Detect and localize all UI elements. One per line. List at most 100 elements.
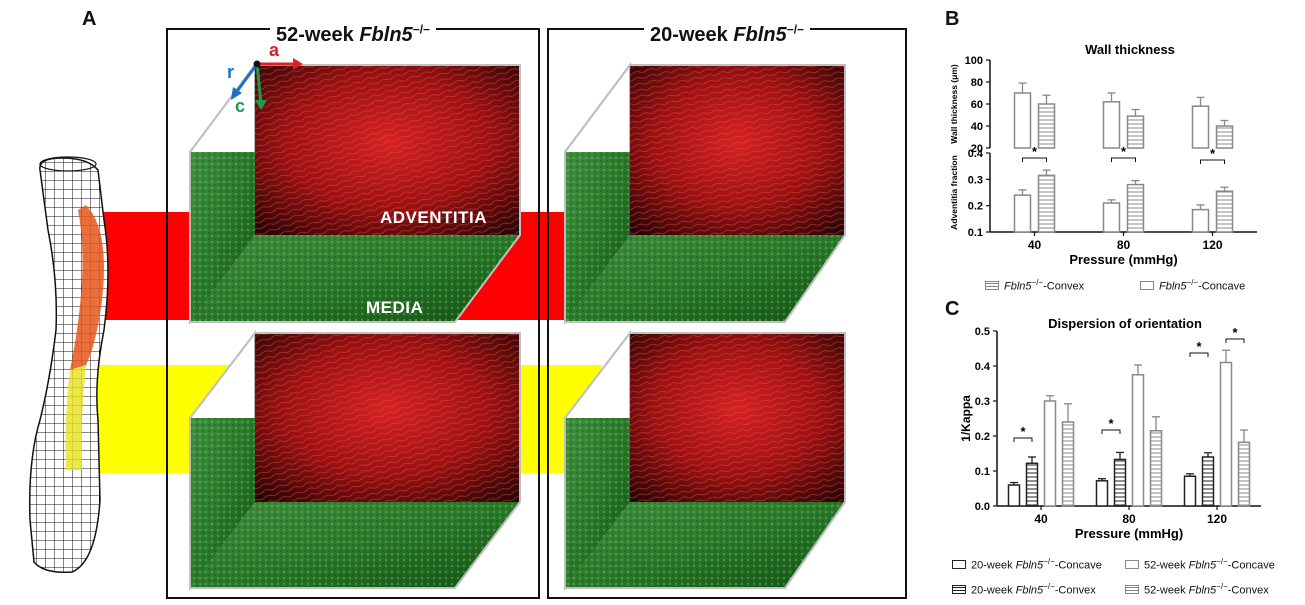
legend-text-sup: −/− [1043, 557, 1055, 566]
y-tick-label: 40 [971, 121, 983, 133]
y-axis-label: 1/Kappa [959, 395, 973, 442]
legend-swatch [952, 559, 966, 569]
legend-text-prefix: 20-week [971, 584, 1016, 597]
bar [1237, 441, 1251, 507]
block-52wk-top [189, 61, 521, 326]
y-tick-label: 0.1 [975, 466, 990, 478]
y-tick-label: 0.3 [975, 396, 990, 408]
bar [1013, 92, 1032, 149]
legend-b-convex: Fbln5−/−-Convex [985, 278, 1084, 293]
x-tick-label: 40 [1034, 512, 1048, 526]
artery-mesh-model [28, 156, 109, 574]
legend-text-gene: Fbln5 [1004, 280, 1032, 293]
y-tick-label: 0.5 [975, 326, 990, 338]
y-axis-label: Wall thickness (μm) [949, 64, 959, 144]
significance-bracket [1189, 352, 1209, 357]
frame-52-week-sup: −/− [412, 22, 431, 36]
bar [1037, 103, 1056, 149]
significance-star: * [1210, 146, 1216, 161]
legend-c-label: 52-week Fbln5−/−-Concave [1144, 557, 1275, 572]
bar [1095, 480, 1109, 507]
legend-text-sup: −/− [1216, 582, 1228, 591]
significance-star: * [1121, 144, 1127, 159]
x-tick-label: 40 [1028, 238, 1042, 252]
legend-swatch [1125, 584, 1139, 594]
legend-c-label: 52-week Fbln5−/−-Convex [1144, 582, 1269, 597]
bar [1113, 458, 1127, 507]
panel-a-letter: A [82, 8, 97, 30]
bar [1215, 190, 1234, 233]
legend-text-suffix: -Concave [1227, 559, 1275, 572]
significance-bracket [1225, 338, 1245, 343]
frame-52-week-prefix: 52-week [275, 23, 360, 46]
significance-bracket [1101, 429, 1121, 434]
y-tick-label: 0.2 [968, 201, 983, 213]
legend-c-20-concave: 20-week Fbln5−/−-Concave [952, 557, 1102, 572]
y-tick-label: 0.1 [968, 227, 983, 239]
block-20wk-bottom [564, 330, 846, 591]
chart-wall-thickness: Wall thickness 20 40 60 80 100 Wall thickness … [949, 42, 1257, 267]
bar [1061, 421, 1075, 507]
legend-text-prefix: 52-week [1144, 584, 1189, 597]
axis-triad: a r c [227, 40, 303, 116]
frame-20-week-title: 20-week Fbln5−/− [643, 22, 811, 46]
legend-text-sup: −/− [1043, 582, 1055, 591]
x-axis-label: Pressure (mmHg) [1075, 526, 1183, 541]
y-tick-label: 100 [965, 55, 983, 67]
legend-b-convex-label: Fbln5−/−-Convex [1004, 278, 1084, 293]
significance-star: * [1232, 325, 1238, 340]
frame-52-week: 52-week Fbln5−/− [166, 22, 540, 599]
bar [1102, 202, 1121, 233]
y-tick-label: 60 [971, 99, 983, 111]
legend-swatch [952, 584, 966, 594]
bar [1191, 208, 1210, 233]
bar [1037, 174, 1056, 233]
bar [1043, 400, 1057, 507]
block-52wk-bottom [189, 330, 521, 591]
significance-star: * [1032, 144, 1038, 159]
legend-text-suffix: -Convex [1227, 584, 1269, 597]
legend-text-sup: −/− [1216, 557, 1228, 566]
legend-text-gene: Fbln5 [1188, 559, 1217, 572]
significance-bracket [1200, 159, 1225, 164]
frame-52-week-gene: Fbln5 [359, 23, 413, 46]
bar [1215, 125, 1234, 149]
legend-swatch [985, 280, 999, 290]
legend-text-sup: −/− [1031, 278, 1044, 287]
significance-bracket [1111, 157, 1136, 162]
y-tick-label: 0.4 [975, 361, 991, 373]
y-tick-label: 0.3 [968, 174, 983, 186]
bar [1126, 183, 1145, 233]
x-tick-label: 120 [1207, 512, 1227, 526]
frame-20-week-prefix: 20-week [649, 23, 734, 46]
legend-text-suffix: -Concave [1198, 280, 1246, 293]
legend-swatch [1140, 280, 1154, 290]
legend-c-label: 20-week Fbln5−/−-Concave [971, 557, 1102, 572]
legend-text-gene: Fbln5 [1159, 280, 1187, 293]
legend-text-gene: Fbln5 [1188, 584, 1217, 597]
bar [1191, 105, 1210, 149]
block-20wk-top-full [564, 61, 846, 326]
bar [1013, 194, 1032, 233]
y-axis-label: Adventitia fraction [949, 155, 959, 230]
legend-text-gene: Fbln5 [1015, 584, 1044, 597]
chart-dispersion: Dispersion of orientation 0.0 0.1 0.2 0.3 0.4… [959, 316, 1261, 541]
legend-b-concave: Fbln5−/−-Concave [1140, 278, 1245, 293]
legend-swatch [1125, 559, 1139, 569]
frame-20-week-sup: −/− [786, 22, 805, 36]
frame-20-week-gene: Fbln5 [733, 23, 787, 46]
legend-text-sup: −/− [1186, 278, 1199, 287]
axis-label-r: r [227, 62, 234, 82]
panel-b-letter: B [945, 8, 960, 30]
frame-52-week-title: 52-week Fbln5−/− [269, 22, 437, 46]
significance-star: * [1196, 339, 1202, 354]
significance-star: * [1020, 424, 1026, 439]
legend-c-52-convex: 52-week Fbln5−/−-Convex [1125, 582, 1269, 597]
significance-bracket [1013, 437, 1033, 442]
significance-bracket [1022, 157, 1047, 162]
y-tick-label: 0.2 [975, 431, 990, 443]
chart-title: Wall thickness [1085, 42, 1175, 57]
y-tick-label: 20 [971, 143, 983, 155]
label-adventitia: ADVENTITIA [380, 208, 487, 227]
legend-text-gene: Fbln5 [1015, 559, 1044, 572]
